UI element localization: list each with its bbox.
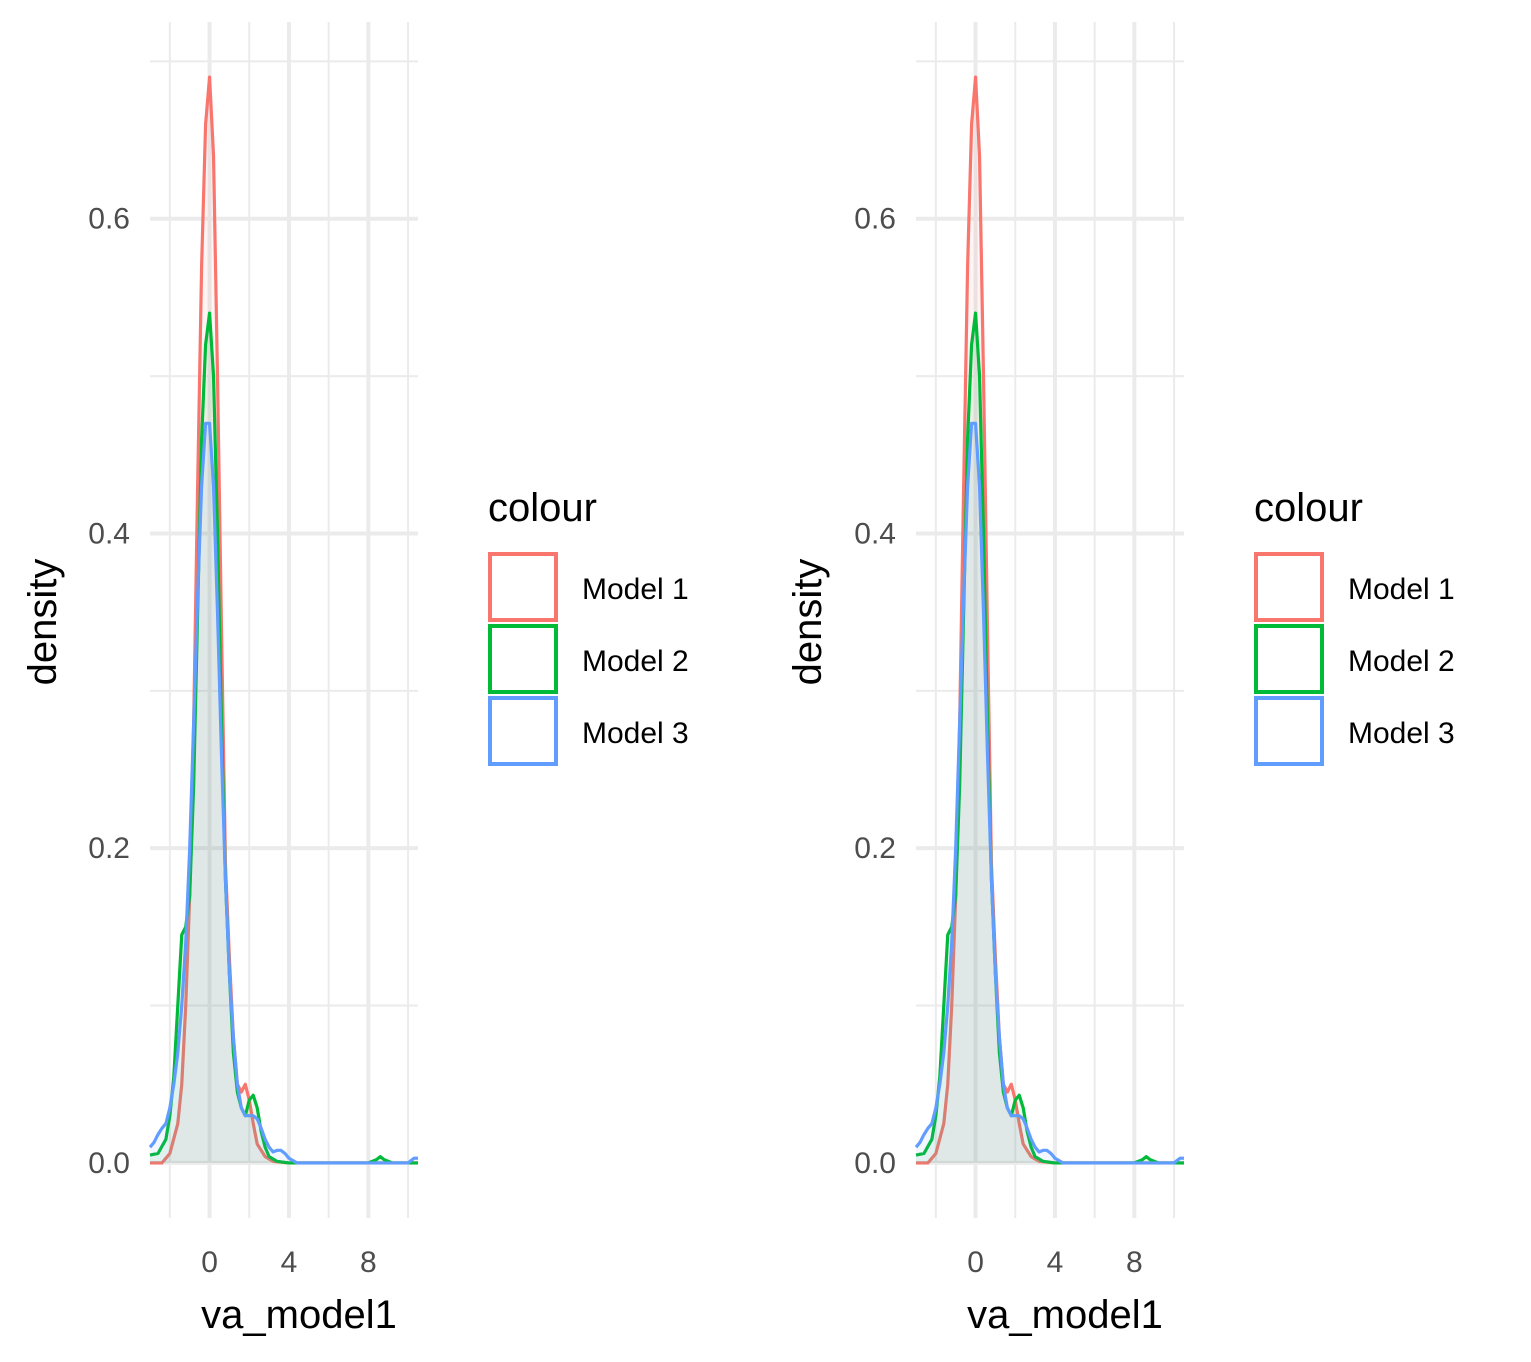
legend-label: Model 3 [582,717,689,750]
legend-key-model-2 [488,624,558,694]
density-line-model-3 [148,421,418,1165]
x-tick-label: 4 [1047,1246,1064,1279]
y-tick-label: 0.2 [88,832,130,865]
legend: colour Model 1 Model 2 Model 3 [1254,486,1455,766]
chart-panel-2: 0 4 8 0.0 0.2 0.4 0.6 va_model1 density colour Mod… [786,22,1455,1337]
legend-label: Model 2 [1348,645,1455,678]
y-tick-label: 0.6 [88,203,130,236]
legend-label: Model 1 [582,573,689,606]
legend-key-model-1 [1254,552,1324,622]
legend-key-model-1 [488,552,558,622]
grid [916,22,1184,1218]
legend-label: Model 1 [1348,573,1455,606]
y-axis-title: density [786,559,830,686]
legend-label: Model 3 [1348,717,1455,750]
legend-title: colour [488,486,597,530]
legend-key-model-3 [488,696,558,766]
density-line-model-3 [914,421,1184,1165]
series-group [148,75,418,1165]
legend-key-model-3 [1254,696,1324,766]
x-tick-label: 4 [281,1246,298,1279]
y-tick-label: 0.6 [854,203,896,236]
x-tick-label: 0 [201,1246,218,1279]
y-tick-label: 0.2 [854,832,896,865]
legend: colour Model 1 Model 2 Model 3 [488,486,689,766]
y-tick-label: 0.0 [88,1147,130,1180]
series-group [914,75,1184,1165]
x-tick-label: 8 [360,1246,377,1279]
legend-title: colour [1254,486,1363,530]
x-tick-label: 0 [967,1246,984,1279]
y-tick-label: 0.4 [854,517,896,550]
chart-panel-1: 0 4 8 0.0 0.2 0.4 0.6 va_model1 density colour Mod… [21,22,689,1337]
x-axis-title: va_model1 [967,1293,1163,1337]
x-tick-label: 8 [1126,1246,1143,1279]
y-tick-label: 0.0 [854,1147,896,1180]
y-tick-label: 0.4 [88,517,130,550]
y-axis-title: density [21,559,65,686]
x-axis-title: va_model1 [201,1293,397,1337]
legend-key-model-2 [1254,624,1324,694]
legend-label: Model 2 [582,645,689,678]
